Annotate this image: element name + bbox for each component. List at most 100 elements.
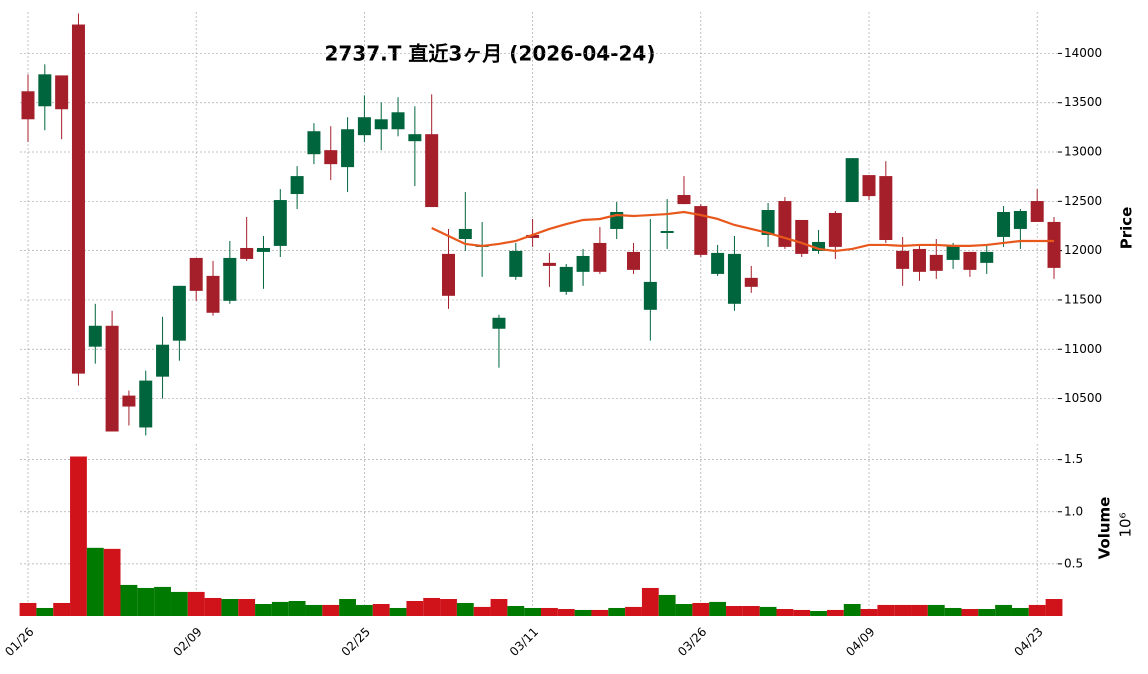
volume-bar (541, 607, 558, 616)
x-tick-label: 02/09 (170, 625, 204, 659)
candle-body (139, 380, 153, 428)
volume-bar (288, 600, 306, 616)
x-tick-label: 03/11 (507, 625, 541, 659)
candle-body (761, 210, 775, 235)
volume-bar (961, 609, 979, 616)
candle-body (273, 200, 287, 246)
volume-bar (120, 584, 138, 616)
candle-body (38, 74, 52, 107)
candle-body (509, 250, 523, 277)
candle-body (425, 134, 439, 208)
candle-body (374, 119, 388, 130)
candle-body (357, 117, 371, 136)
volume-bar (53, 602, 71, 616)
candle-body (172, 285, 186, 341)
volume-bar (440, 599, 457, 616)
volume-bar (456, 602, 474, 616)
y-tick-label: 13000 (1064, 145, 1102, 159)
x-tick-label: 04/09 (843, 625, 877, 659)
volume-bar (726, 605, 743, 616)
volume-bar (709, 601, 727, 616)
candle-body (105, 325, 119, 432)
candle-body (929, 254, 943, 271)
volume-bar (524, 607, 542, 616)
candle-body (526, 234, 540, 238)
candle-body (122, 395, 136, 407)
volume-bar (490, 599, 508, 616)
candle-body (240, 247, 254, 259)
volume-bar (995, 604, 1012, 616)
volume-bar (339, 599, 356, 616)
candle-body (1047, 221, 1061, 268)
candle-body (845, 158, 859, 203)
candle-body (55, 75, 69, 110)
candle-body (88, 325, 102, 347)
candle-body (677, 195, 691, 205)
candle-body (559, 266, 573, 292)
candle-body (997, 211, 1011, 237)
candle-body (156, 344, 170, 377)
y-tick-label: 11500 (1064, 292, 1102, 306)
candle-body (879, 176, 893, 240)
x-tick-label: 04/23 (1011, 625, 1045, 659)
candle-body (694, 206, 708, 255)
candle-body (341, 129, 355, 168)
volume-scale: 10⁶ (1117, 512, 1135, 537)
volume-bar (154, 586, 171, 616)
candle-body (576, 255, 590, 272)
volume-bar (271, 601, 289, 616)
candle-body (643, 281, 657, 310)
volume-bar (557, 609, 575, 616)
candle-body (307, 131, 321, 155)
candle-body (862, 175, 876, 197)
volume-bar (608, 607, 626, 616)
candle-body (912, 248, 926, 272)
y-tick-label: 10500 (1064, 391, 1102, 405)
volume-bar (170, 591, 188, 616)
candle-body (744, 277, 758, 287)
candle-body (593, 242, 607, 272)
x-tick-label: 01/26 (2, 625, 36, 659)
volume-bar (204, 597, 222, 616)
candle-body (442, 253, 455, 296)
candle-body (711, 252, 725, 274)
volume-bar (255, 604, 272, 616)
candle-body (1030, 201, 1044, 222)
candle-body (660, 231, 674, 233)
candle-body (206, 275, 220, 313)
volume-bar (187, 591, 205, 616)
volume-tick-label: 0.5 (1064, 556, 1083, 570)
volume-bar (406, 600, 424, 616)
volume-axis-label: Volume (1096, 497, 1114, 560)
volume-bar (86, 547, 104, 616)
candle-body (896, 250, 910, 269)
volume-bar (742, 605, 760, 616)
candle-body (408, 134, 422, 142)
volume-bar (826, 609, 844, 616)
volume-tick-label: 1.0 (1064, 504, 1083, 518)
candle-body (324, 150, 338, 165)
volume-bar (507, 605, 525, 616)
x-tick-label: 03/26 (675, 625, 709, 659)
volume-bar (860, 609, 878, 616)
volume-bar (877, 604, 895, 616)
y-tick-label: 13500 (1064, 95, 1102, 109)
volume-bar (70, 456, 87, 616)
volume-bar (692, 602, 710, 616)
candle-body (223, 257, 237, 301)
volume-bar (1028, 604, 1046, 616)
x-tick-label: 02/25 (339, 625, 373, 659)
y-tick-label: 12000 (1064, 243, 1102, 257)
volume-bar (473, 606, 491, 616)
volume-bar (894, 604, 912, 616)
volume-bar (591, 609, 609, 616)
candle-body (828, 212, 842, 247)
candle-body (458, 228, 472, 240)
candle-body (391, 112, 405, 130)
moving-average (431, 210, 1055, 253)
volume-bar (843, 604, 861, 616)
y-tick-label: 12500 (1064, 194, 1102, 208)
volume-bar (103, 548, 121, 616)
candle-body (795, 219, 809, 254)
